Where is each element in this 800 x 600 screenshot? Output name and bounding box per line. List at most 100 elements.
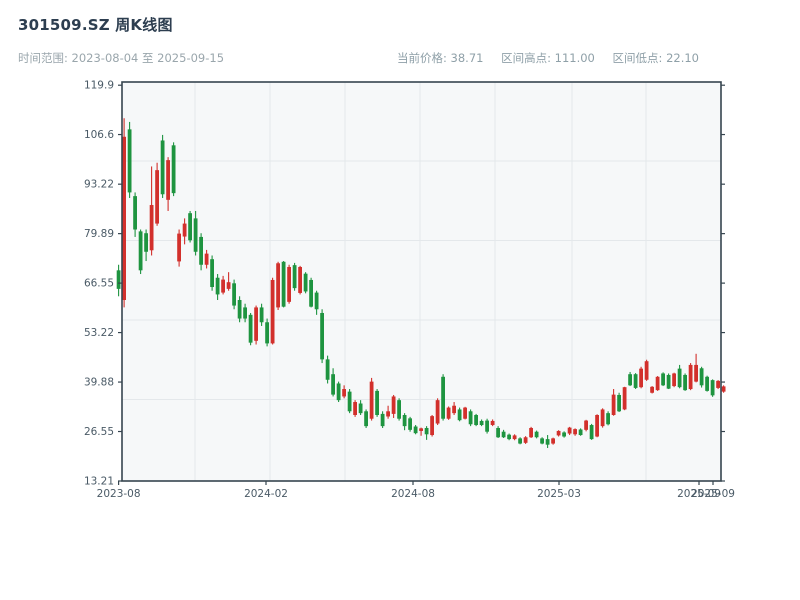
candle-body bbox=[160, 140, 165, 195]
candle bbox=[193, 210, 198, 256]
candle bbox=[413, 425, 418, 435]
candle bbox=[441, 374, 445, 421]
candle-body bbox=[666, 374, 671, 389]
kline-chart: 119.9 106.6 93.22 79.89 66.55 53.22 39.88 26.55… bbox=[84, 80, 735, 500]
candle-body bbox=[353, 402, 357, 416]
candle-body bbox=[661, 373, 665, 386]
candle-body bbox=[298, 266, 302, 293]
candle bbox=[276, 261, 280, 311]
candle bbox=[534, 430, 539, 439]
candle bbox=[419, 427, 423, 436]
candle bbox=[589, 423, 594, 440]
candle-body bbox=[116, 270, 121, 289]
candle-body bbox=[182, 223, 187, 237]
candle bbox=[446, 406, 451, 420]
candle-body bbox=[210, 259, 214, 288]
candle-body bbox=[122, 136, 126, 300]
candle bbox=[144, 229, 148, 262]
candle bbox=[188, 210, 192, 243]
candle bbox=[551, 437, 555, 445]
candle bbox=[166, 157, 170, 211]
candle-body bbox=[232, 283, 236, 306]
candle bbox=[683, 373, 687, 391]
candle-body bbox=[270, 279, 275, 344]
candle-body bbox=[155, 170, 159, 224]
candle bbox=[391, 394, 396, 418]
candle bbox=[402, 413, 407, 431]
candle bbox=[556, 430, 561, 437]
candle-body bbox=[303, 273, 308, 292]
candle bbox=[485, 418, 489, 434]
candle-body bbox=[490, 420, 495, 426]
candle bbox=[265, 318, 269, 347]
candle bbox=[644, 359, 649, 381]
candle-body bbox=[441, 376, 445, 419]
candle bbox=[584, 419, 588, 432]
candle bbox=[204, 249, 209, 269]
x-axis-label: 2025-09 bbox=[691, 488, 735, 500]
candle bbox=[617, 392, 621, 413]
candle-body bbox=[369, 381, 374, 419]
candle-body bbox=[127, 129, 132, 193]
candle bbox=[127, 121, 132, 198]
candle-body bbox=[628, 374, 632, 386]
candle bbox=[661, 372, 665, 387]
candle bbox=[210, 255, 214, 291]
candle-body bbox=[331, 374, 335, 395]
candle-body bbox=[243, 307, 247, 319]
x-axis-label: 2024-08 bbox=[391, 488, 435, 500]
candle bbox=[215, 274, 220, 300]
candle bbox=[364, 409, 368, 428]
axes-box bbox=[121, 81, 722, 482]
candle bbox=[221, 275, 225, 295]
x-axis-label: 2023-08 bbox=[97, 488, 141, 500]
candle-body bbox=[435, 400, 440, 424]
candle-body bbox=[507, 434, 511, 440]
candle bbox=[331, 368, 335, 397]
candle-body bbox=[320, 312, 324, 360]
candle-body bbox=[314, 292, 319, 310]
candle bbox=[254, 305, 258, 345]
candle-body bbox=[166, 160, 170, 200]
candle-body bbox=[397, 400, 401, 419]
candle-body bbox=[710, 380, 715, 396]
candle-body bbox=[408, 418, 412, 430]
candle-body bbox=[485, 420, 489, 432]
candle-body bbox=[138, 231, 143, 271]
candle bbox=[639, 366, 643, 389]
candle bbox=[177, 229, 181, 267]
candle bbox=[336, 381, 341, 403]
candle-body bbox=[259, 307, 264, 323]
candle-body bbox=[171, 145, 176, 194]
candle bbox=[375, 389, 379, 417]
candle-body bbox=[721, 386, 726, 392]
candle bbox=[512, 434, 517, 441]
page-title: 301509.SZ 周K线图 bbox=[18, 16, 173, 34]
candle bbox=[490, 419, 495, 427]
candle bbox=[655, 376, 660, 391]
candle bbox=[237, 296, 242, 323]
tick-labels: 119.9 106.6 93.22 79.89 66.55 53.22 39.88 26.55… bbox=[84, 80, 735, 500]
candle-body bbox=[578, 429, 583, 436]
candle bbox=[562, 431, 566, 438]
candle-body bbox=[622, 387, 627, 410]
candle bbox=[342, 385, 346, 399]
candle-body bbox=[177, 233, 181, 262]
candle bbox=[171, 142, 176, 197]
candle-body bbox=[501, 431, 506, 438]
candle bbox=[226, 272, 231, 291]
y-axis-label: 106.6 bbox=[84, 129, 114, 141]
candle bbox=[523, 436, 528, 444]
y-axis-label: 13.21 bbox=[84, 476, 114, 488]
candle-body bbox=[677, 368, 682, 388]
candle bbox=[567, 426, 572, 436]
candle-body bbox=[424, 427, 429, 435]
candle bbox=[628, 371, 632, 387]
candle-body bbox=[287, 266, 291, 302]
candle-body bbox=[402, 415, 407, 427]
candle-body bbox=[364, 411, 368, 427]
candle-body bbox=[705, 376, 709, 391]
candle-body bbox=[523, 437, 528, 443]
candle-body bbox=[716, 380, 720, 388]
y-axis-label: 26.55 bbox=[84, 426, 114, 438]
